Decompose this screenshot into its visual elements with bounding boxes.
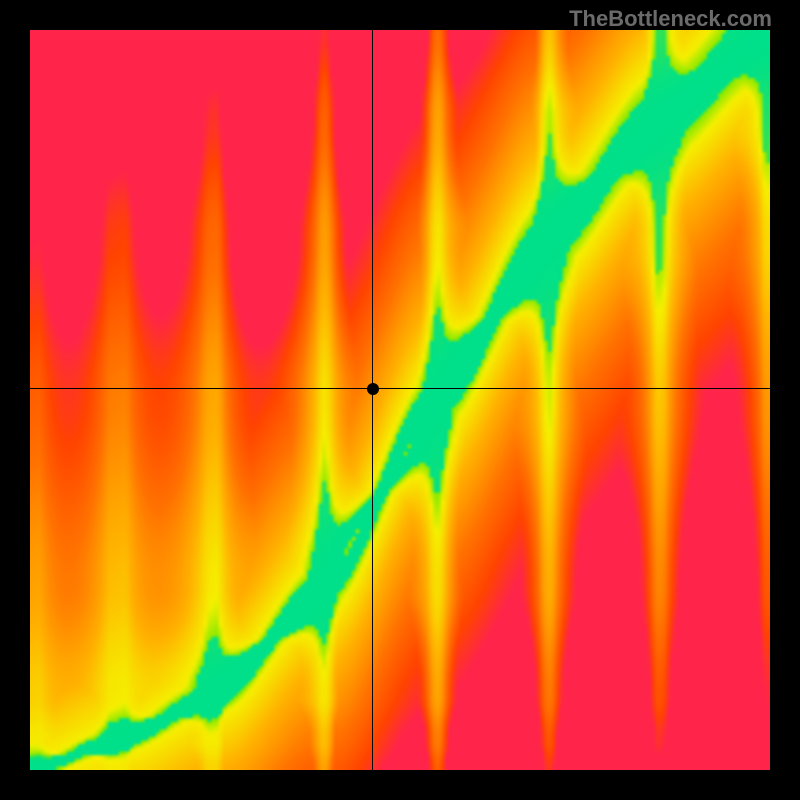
crosshair-vertical	[372, 30, 373, 770]
watermark-text: TheBottleneck.com	[569, 6, 772, 32]
chart-container: TheBottleneck.com	[0, 0, 800, 800]
heatmap-canvas	[30, 30, 770, 770]
marker-dot	[367, 383, 379, 395]
crosshair-horizontal	[30, 388, 770, 389]
